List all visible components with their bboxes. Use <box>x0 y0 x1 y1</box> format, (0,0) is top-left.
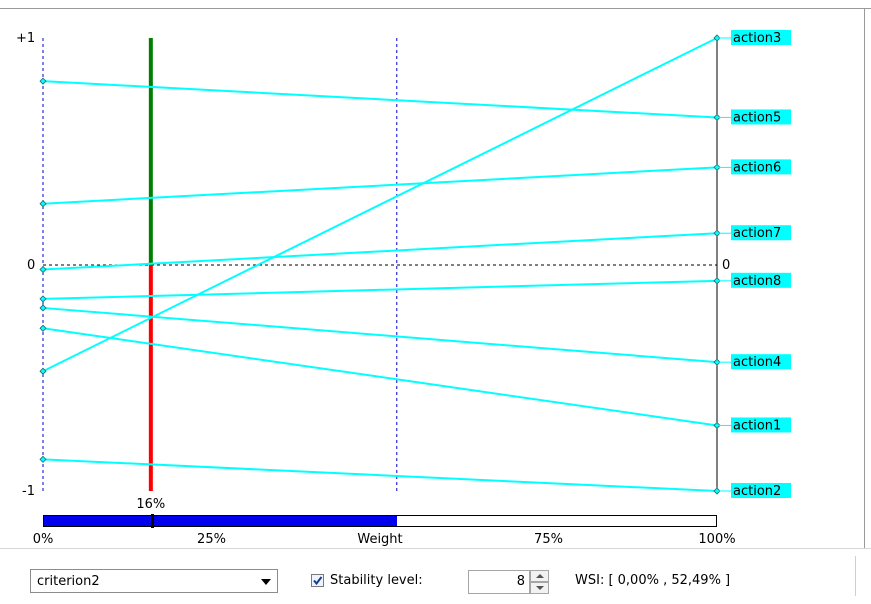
weight-tick-75: 75% <box>534 532 563 547</box>
weight-bar[interactable] <box>43 514 717 528</box>
series-label-action8: action8 <box>733 274 781 289</box>
series-line-action3 <box>42 37 718 373</box>
current-weight-label: 16% <box>136 497 166 512</box>
series-line-action2 <box>42 458 718 492</box>
series-start-marker-action8 <box>39 295 47 303</box>
arrow-down-icon <box>536 586 544 590</box>
y-label-zero: 0 <box>27 258 35 273</box>
series-start-marker-action4 <box>39 304 47 312</box>
stability-level-spinner[interactable]: 8 <box>468 570 550 594</box>
weight-tick-25: 25% <box>197 532 226 547</box>
series-line-action6 <box>42 166 718 205</box>
weight-bar-thumb[interactable] <box>150 514 154 528</box>
y-label-top: +1 <box>16 31 35 46</box>
series-label-bg-action2 <box>731 483 791 498</box>
series-line-action5 <box>42 80 718 119</box>
right-separator <box>855 556 856 596</box>
series-label-bg-action6 <box>731 159 791 175</box>
series-label-bg-action4 <box>731 354 791 370</box>
spin-down-button[interactable] <box>530 582 549 594</box>
series-label-action5: action5 <box>733 110 781 125</box>
stability-level-label: Stability level: <box>330 573 423 588</box>
arrow-up-icon <box>536 574 544 578</box>
series-label-action3: action3 <box>733 31 781 46</box>
weight-tick-100: 100% <box>698 532 736 547</box>
series-start-marker-action6 <box>39 200 47 208</box>
stability-checkbox[interactable] <box>311 574 324 587</box>
weight-axis-label: Weight <box>357 532 403 547</box>
series-label-action2: action2 <box>733 484 781 499</box>
frame-border-top <box>0 8 871 9</box>
stability-interval-fill <box>44 516 397 526</box>
wsi-readout: WSI: [ 0,00% , 52,49% ] <box>575 573 731 588</box>
series-label-action7: action7 <box>733 226 781 241</box>
stability-level-value: 8 <box>516 574 525 589</box>
series-start-marker-action5 <box>39 77 47 85</box>
series-label-bg-action1 <box>731 417 791 433</box>
series-label-action6: action6 <box>733 160 781 175</box>
series-line-action1 <box>42 327 718 427</box>
frame-border-right <box>864 8 865 548</box>
chevron-down-icon[interactable] <box>261 579 271 585</box>
checkmark-icon <box>313 576 323 586</box>
series-line-action4 <box>42 306 718 364</box>
series-label-bg-action7 <box>731 225 791 241</box>
spin-up-button[interactable] <box>530 570 549 582</box>
criterion-dropdown-value: criterion2 <box>37 574 100 589</box>
series-start-marker-action3 <box>39 367 47 375</box>
series-label-bg-action8 <box>731 272 791 288</box>
sensitivity-chart: +1 0 -1 0 action3 action5 action6 action7 action… <box>16 30 791 499</box>
series-label-bg-action3 <box>731 30 791 45</box>
series-start-marker-action7 <box>39 265 47 274</box>
series-line-action7 <box>42 232 718 271</box>
series-start-marker-action2 <box>39 455 47 463</box>
series-start-marker-action1 <box>39 324 47 332</box>
criterion-dropdown[interactable]: criterion2 <box>30 569 278 593</box>
series-line-action8 <box>42 279 718 300</box>
y-label-bottom: -1 <box>22 484 35 499</box>
stability-level-input[interactable]: 8 <box>468 570 530 594</box>
series-label-bg-action5 <box>731 109 791 125</box>
series-label-action4: action4 <box>733 355 781 370</box>
controls-separator <box>0 548 871 549</box>
weight-tick-0: 0% <box>32 532 54 547</box>
series-label-action1: action1 <box>733 418 781 433</box>
right-zero-label: 0 <box>722 258 730 273</box>
